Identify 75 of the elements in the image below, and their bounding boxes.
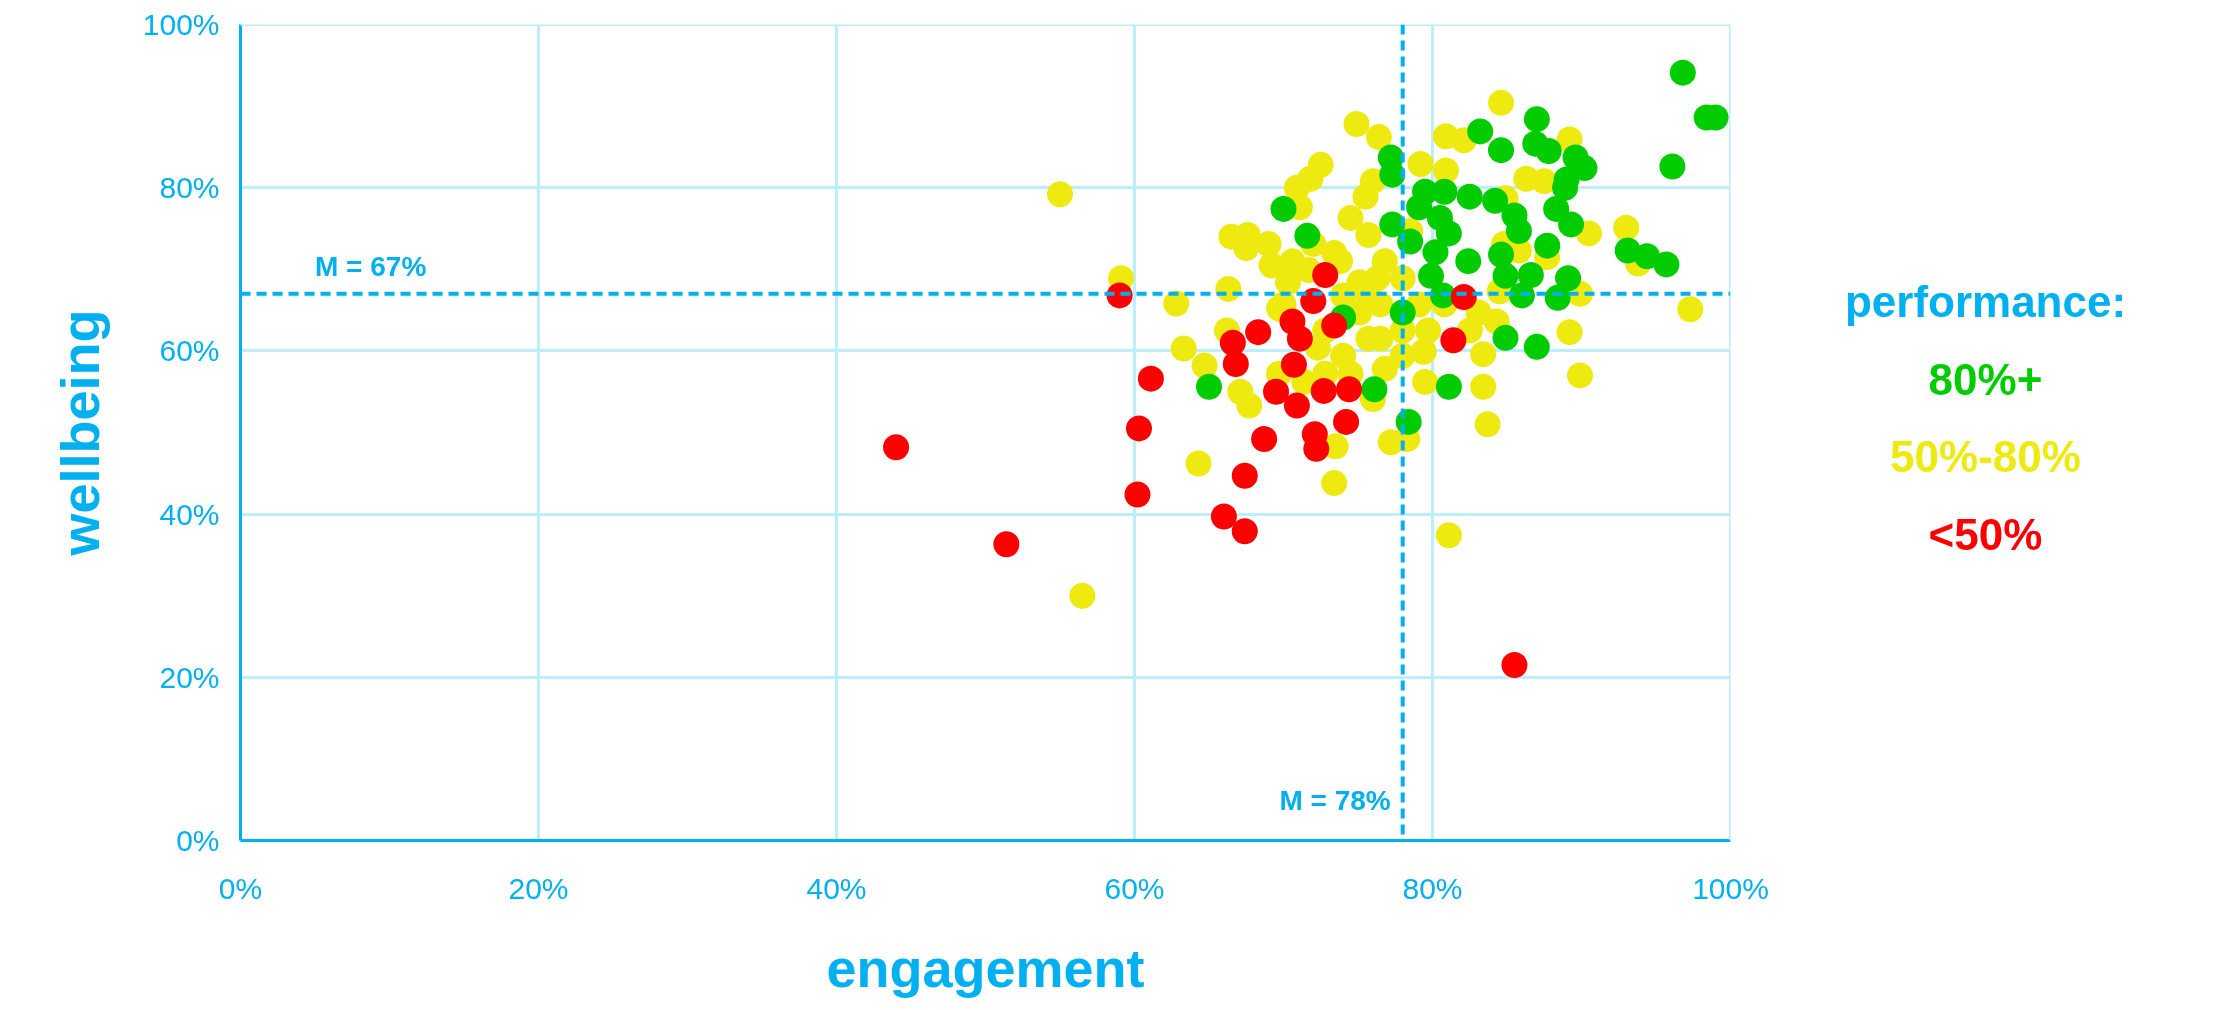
point (1280, 351, 1307, 378)
point (1544, 284, 1571, 311)
point (1125, 415, 1152, 442)
point (1321, 312, 1348, 339)
x-tick-label: 40% (806, 871, 867, 905)
point (1336, 376, 1363, 403)
point (1283, 392, 1310, 419)
ref-line-label: M = 67% (315, 250, 427, 282)
x-tick-label: 60% (1104, 871, 1165, 905)
point (1196, 373, 1222, 400)
point (1231, 462, 1258, 489)
x-tick-label: 80% (1402, 871, 1463, 905)
point (1245, 319, 1272, 346)
point (1492, 324, 1519, 351)
point (1634, 243, 1661, 270)
point (1669, 59, 1696, 86)
point (1418, 262, 1445, 289)
y-tick-label: 0% (176, 824, 220, 857)
point (1455, 248, 1482, 275)
point (1210, 503, 1237, 530)
point (1435, 373, 1462, 400)
point (1422, 239, 1449, 266)
point (1286, 325, 1313, 352)
point (993, 531, 1020, 558)
y-tick-label: 20% (159, 660, 220, 694)
point (1456, 183, 1483, 210)
point (1310, 377, 1337, 404)
point (1435, 220, 1462, 247)
point (1558, 211, 1585, 238)
point (1555, 265, 1582, 292)
point (1379, 211, 1406, 238)
x-axis-title: engagement (826, 937, 1145, 998)
point (1523, 333, 1550, 360)
point (1659, 153, 1686, 180)
point (1312, 262, 1339, 288)
point (1251, 426, 1278, 452)
point (1505, 217, 1532, 244)
text: 80%+ (1928, 354, 2043, 404)
y-tick-label: 100% (142, 8, 220, 41)
point (1535, 138, 1562, 164)
ref-line-label: M = 78% (1279, 785, 1391, 817)
point (1440, 327, 1467, 354)
point (1488, 241, 1515, 268)
point (1263, 378, 1290, 405)
y-tick-label: 40% (159, 497, 220, 531)
point (1653, 251, 1680, 278)
text: 50%-80% (1890, 432, 2081, 482)
legend-title: performance: (1844, 277, 2127, 327)
point (1467, 118, 1494, 145)
point (1137, 365, 1164, 392)
point (1406, 194, 1433, 221)
point (1523, 106, 1550, 133)
x-tick-label: 0% (218, 871, 263, 905)
point (1361, 376, 1388, 403)
text: <50% (1928, 510, 2043, 559)
point (1231, 518, 1258, 545)
point (1333, 408, 1360, 435)
point (1534, 232, 1561, 259)
point (1482, 187, 1509, 214)
y-axis-title: wellbeing (49, 309, 110, 557)
point (1488, 137, 1515, 164)
point (1492, 262, 1519, 289)
point (1219, 329, 1246, 356)
x-tick-label: 20% (508, 871, 569, 905)
point (883, 434, 910, 461)
y-tick-label: 60% (159, 334, 220, 368)
point (1517, 262, 1544, 288)
point (1124, 481, 1151, 508)
point (1222, 350, 1249, 377)
x-tick-label: 100% (1692, 871, 1769, 905)
point (1501, 652, 1528, 679)
point (1294, 222, 1321, 249)
y-tick-label: 80% (159, 171, 220, 205)
point (1270, 195, 1297, 222)
point (1543, 195, 1570, 222)
